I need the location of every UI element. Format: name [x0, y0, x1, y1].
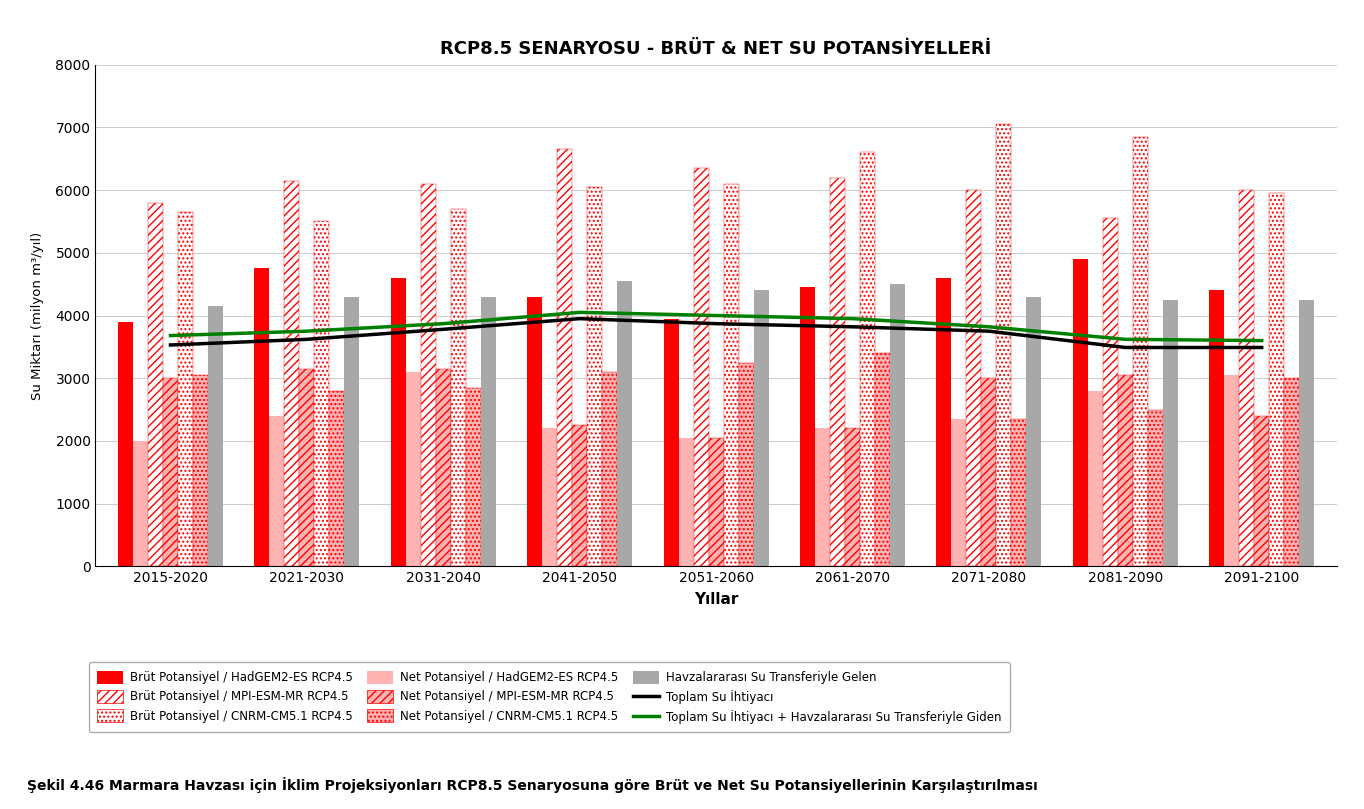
Bar: [390, 278, 406, 566]
Bar: [254, 269, 269, 566]
Bar: [177, 212, 194, 566]
Bar: [1299, 300, 1314, 566]
Bar: [753, 290, 768, 566]
Bar: [269, 416, 284, 566]
Bar: [693, 168, 709, 566]
Bar: [799, 287, 814, 566]
Bar: [996, 125, 1011, 566]
Bar: [207, 306, 222, 566]
Bar: [134, 441, 147, 566]
Bar: [435, 369, 450, 566]
Bar: [1162, 300, 1178, 566]
Bar: [1254, 416, 1269, 566]
Bar: [874, 354, 889, 566]
Bar: [465, 388, 480, 566]
Text: Şekil 4.46 Marmara Havzası için İklim Projeksiyonları RCP8.5 Senaryosuna göre Br: Şekil 4.46 Marmara Havzası için İklim Pr…: [27, 777, 1038, 793]
Bar: [708, 438, 723, 566]
Bar: [816, 429, 829, 566]
Bar: [1088, 391, 1103, 566]
Bar: [1117, 375, 1132, 566]
Bar: [981, 379, 996, 566]
Bar: [829, 177, 844, 566]
Bar: [1224, 375, 1239, 566]
Bar: [1269, 193, 1284, 566]
Bar: [859, 152, 876, 566]
Title: RCP8.5 SENARYOSU - BRÜT & NET SU POTANSİYELLERİ: RCP8.5 SENARYOSU - BRÜT & NET SU POTANSİ…: [441, 40, 992, 57]
Bar: [952, 419, 966, 566]
Bar: [936, 278, 951, 566]
Bar: [406, 372, 420, 566]
Bar: [1239, 190, 1254, 566]
Bar: [617, 281, 632, 566]
Legend: Brüt Potansiyel / HadGEM2-ES RCP4.5, Brüt Potansiyel / MPI-ESM-MR RCP4.5, Brüt P: Brüt Potansiyel / HadGEM2-ES RCP4.5, Brü…: [89, 663, 1009, 732]
Bar: [1011, 419, 1026, 566]
Bar: [1072, 259, 1088, 566]
Y-axis label: Su Miktarı (milyon m³/yıl): Su Miktarı (milyon m³/yıl): [31, 231, 45, 400]
Bar: [723, 184, 739, 566]
Bar: [966, 190, 981, 566]
Bar: [542, 429, 557, 566]
Bar: [1026, 297, 1042, 566]
Bar: [527, 297, 542, 566]
Bar: [329, 391, 344, 566]
Bar: [557, 150, 573, 566]
Bar: [572, 426, 587, 566]
Bar: [587, 187, 602, 566]
Bar: [284, 180, 300, 566]
Bar: [1284, 379, 1299, 566]
Bar: [480, 297, 495, 566]
X-axis label: Yıllar: Yıllar: [694, 592, 738, 607]
Bar: [420, 184, 436, 566]
Bar: [164, 379, 177, 566]
Bar: [1209, 290, 1225, 566]
Bar: [738, 362, 753, 566]
Bar: [889, 284, 906, 566]
Bar: [1102, 218, 1118, 566]
Bar: [314, 222, 330, 566]
Bar: [147, 203, 164, 566]
Bar: [678, 438, 693, 566]
Bar: [299, 369, 314, 566]
Bar: [194, 375, 207, 566]
Bar: [1132, 137, 1148, 566]
Bar: [450, 209, 465, 566]
Bar: [663, 319, 678, 566]
Bar: [344, 297, 360, 566]
Bar: [1147, 409, 1162, 566]
Bar: [119, 322, 134, 566]
Bar: [844, 429, 859, 566]
Bar: [602, 372, 617, 566]
